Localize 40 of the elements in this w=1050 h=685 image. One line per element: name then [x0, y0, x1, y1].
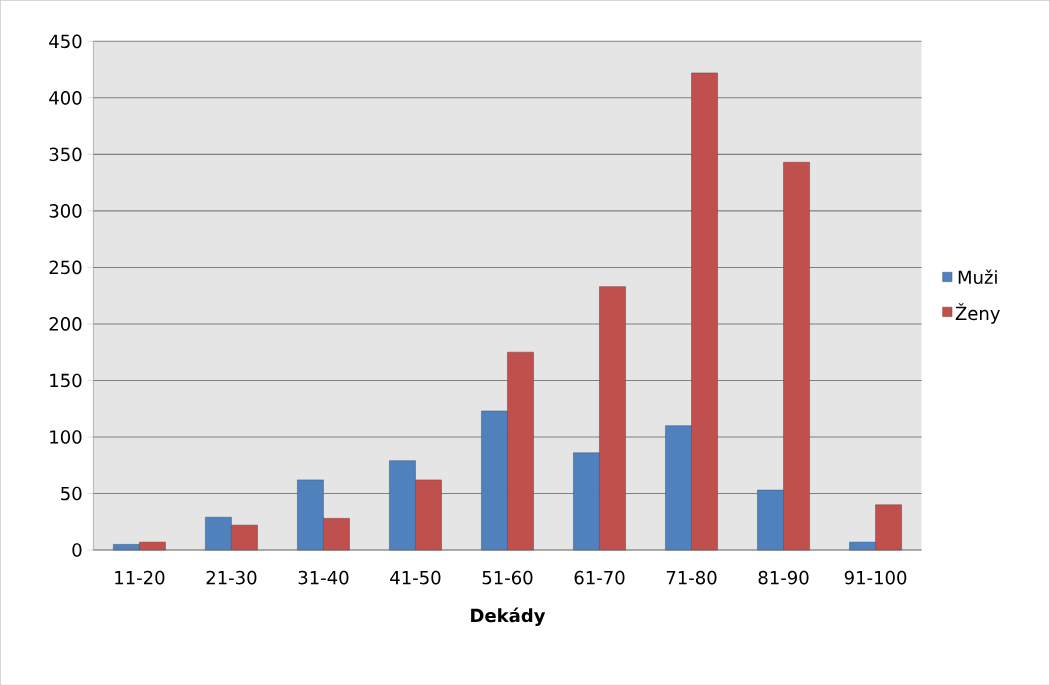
x-tick-label: 81-90 [758, 570, 809, 585]
y-tick-label: 200 [49, 316, 82, 331]
y-tick-label: 450 [49, 34, 82, 48]
bar [757, 489, 784, 551]
bar [691, 72, 718, 551]
x-tick-label: 51-60 [482, 570, 533, 585]
bar [323, 517, 350, 551]
y-tick-label: 350 [49, 147, 82, 161]
legend-label: Ženy [955, 302, 1000, 324]
bar [599, 286, 626, 551]
bar [297, 479, 324, 551]
bar [481, 410, 508, 551]
bar [139, 541, 166, 551]
bar [205, 516, 232, 551]
x-tick-label: 31-40 [298, 570, 349, 585]
bar [507, 351, 534, 551]
bar [415, 479, 442, 551]
bar [231, 524, 258, 551]
y-tick-label: 100 [50, 429, 82, 444]
x-tick-label: 71-80 [666, 570, 717, 585]
bar [573, 452, 600, 551]
y-tick-label: 50 [61, 486, 82, 501]
x-tick-label: 61-70 [574, 570, 625, 585]
bar [665, 425, 692, 551]
bar [783, 161, 810, 551]
y-tick-label: 400 [49, 90, 82, 105]
bar [389, 460, 416, 551]
y-tick-label: 250 [49, 260, 82, 274]
x-tick-label: 21-30 [206, 570, 257, 585]
y-tick-label: 0 [72, 542, 82, 557]
legend-label: Muži [958, 269, 997, 284]
y-tick-label: 150 [50, 373, 82, 388]
bar [849, 541, 876, 551]
x-axis-title: Dekády [471, 607, 546, 626]
y-tick-label: 300 [49, 203, 82, 218]
x-tick-label: 41-50 [390, 570, 441, 585]
x-tick-label: 11-20 [115, 570, 165, 585]
bar [113, 543, 140, 551]
bar [875, 504, 902, 551]
x-tick-label: 91-100 [844, 570, 907, 585]
